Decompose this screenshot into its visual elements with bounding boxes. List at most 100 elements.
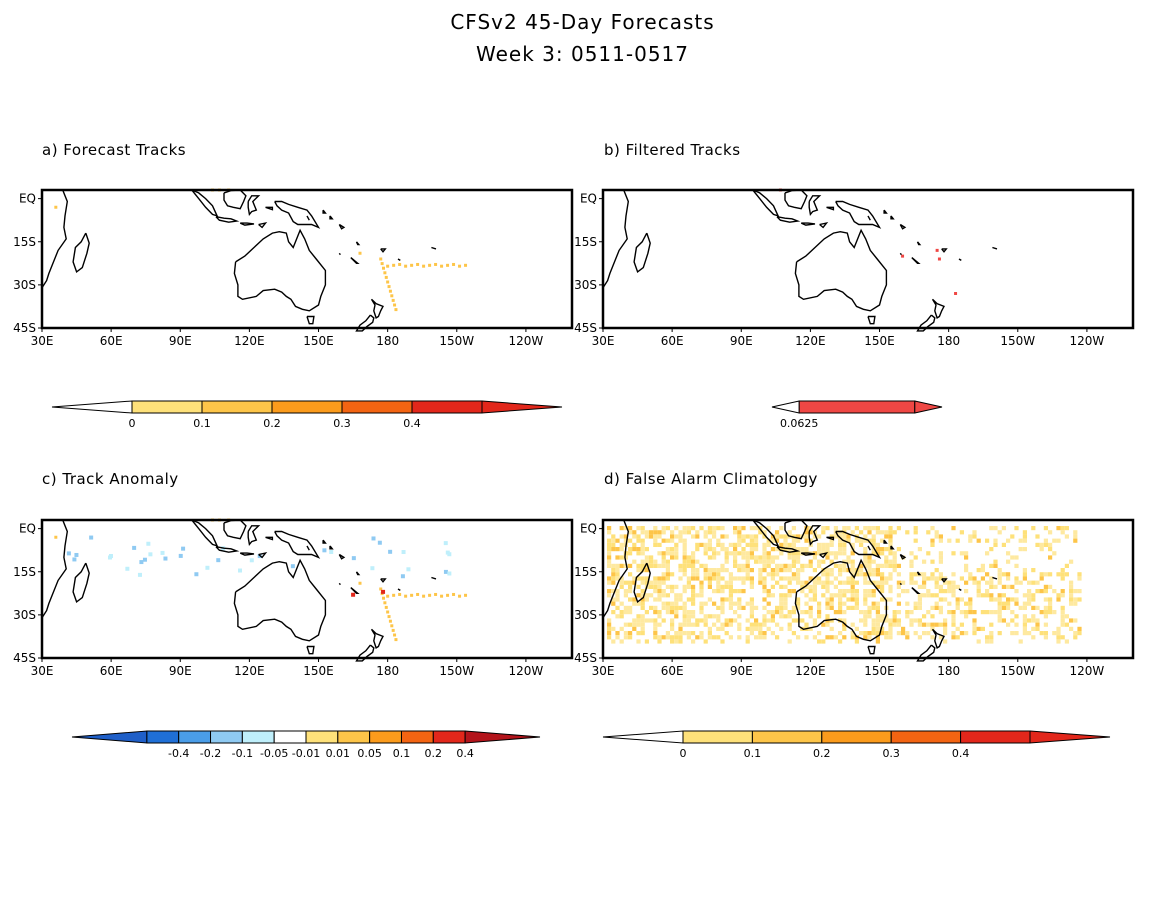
shade-cell [657,597,662,602]
shade-cell [1069,559,1074,564]
coastline [800,552,816,556]
shade-cell [871,551,876,556]
shade-cell [640,589,645,594]
anomaly-cell [351,556,356,561]
shade-cell [779,568,784,573]
shade-cell [619,614,624,619]
colorbar-segment [432,730,466,744]
shade-cell [607,542,612,547]
shade-cell [628,526,633,531]
shade-cell [783,605,788,610]
shade-cell [1043,635,1048,640]
track-point [416,262,420,266]
shade-cell [649,530,654,535]
shade-cell [804,622,809,627]
shade-cell [783,538,788,543]
colorbar-label: 0.2 [263,417,281,430]
anomaly-cell [194,572,199,577]
shade-cell [955,584,960,589]
shade-cell [796,618,801,623]
track-point [434,262,438,266]
shade-cell [691,589,696,594]
lat-label: EQ [580,192,597,206]
shade-cell [808,559,813,564]
shade-cell [863,589,868,594]
shade-cell [951,593,956,598]
shade-cell [922,572,927,577]
shade-cell [615,572,620,577]
shade-cell [733,547,738,552]
lon-label: 90E [169,664,192,678]
shade-cell [1035,618,1040,623]
track-point [410,263,414,267]
shade-cell [670,538,675,543]
shade-cell [758,572,763,577]
shade-cell [1001,542,1006,547]
shade-cell [825,576,830,581]
shade-cell [754,559,759,564]
shade-cell [863,538,868,543]
shade-cell [938,635,943,640]
shade-cell [863,622,868,627]
shade-cell [867,614,872,619]
shade-cell [892,530,897,535]
shade-cell [791,618,796,623]
shade-cell [607,626,612,631]
shade-cell [867,635,872,640]
shade-cell [825,601,830,606]
shade-cell [871,601,876,606]
shade-cell [863,547,868,552]
lon-label: 30E [31,664,54,678]
track-point [398,262,402,266]
shade-cell [787,639,792,644]
shade-cell [770,593,775,598]
track-point [440,264,444,268]
shade-cell [1006,622,1011,627]
shade-cell [800,547,805,552]
panel-d-label: d) False Alarm Climatology [604,470,818,488]
shade-cell [972,580,977,585]
shade-cell [909,622,914,627]
shade-cell [1048,555,1053,560]
shade-cell [745,601,750,606]
shade-cell [964,631,969,636]
shade-cell [758,622,763,627]
shade-cell [955,601,960,606]
shade-cell [901,589,906,594]
shade-cell [649,593,654,598]
coastline [355,314,375,332]
track-point [382,266,386,270]
shade-cell [1031,618,1036,623]
shade-cell [632,576,637,581]
shade-cell [867,563,872,568]
shade-cell [1060,589,1065,594]
shade-cell [791,526,796,531]
shade-cell [783,597,788,602]
shade-cell [804,610,809,615]
shade-cell [850,622,855,627]
shade-cell [871,559,876,564]
shade-cell [636,534,641,539]
shade-cell [674,601,679,606]
shade-cell [665,572,670,577]
shade-cell [611,639,616,644]
coastline [916,644,936,662]
shade-cell [674,635,679,640]
shade-cell [829,568,834,573]
shade-cell [976,593,981,598]
shade-cell [993,597,998,602]
shade-cell [867,610,872,615]
shade-cell [674,526,679,531]
shade-cell [859,538,864,543]
shade-cell [892,551,897,556]
shade-cell [896,563,901,568]
shade-cell [871,631,876,636]
shade-cell [1048,610,1053,615]
shade-cell [838,605,843,610]
shade-cell [607,589,612,594]
shade-cell [787,542,792,547]
shade-cell [880,618,885,623]
colorbar-segment [337,730,371,744]
shade-cell [791,576,796,581]
shade-cell [737,626,742,631]
